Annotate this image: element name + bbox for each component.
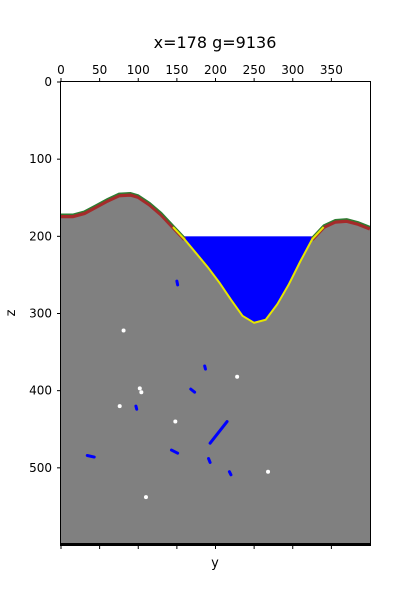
water-pocket-0 — [175, 279, 180, 287]
x-tick-label: 150 — [165, 63, 188, 77]
water-pocket-7 — [207, 457, 212, 464]
water-pocket-3 — [134, 404, 139, 411]
bedrock-layer — [61, 543, 370, 545]
terrain-rock — [61, 194, 370, 545]
water-pocket-1 — [203, 364, 207, 371]
y-tick-label: 300 — [29, 307, 52, 321]
x-tick-label: 100 — [127, 63, 150, 77]
cave-hole-2 — [139, 390, 144, 395]
water-pocket-4 — [169, 448, 180, 455]
soil-layer-0 — [61, 192, 187, 241]
cave-hole-1 — [137, 386, 142, 391]
y-axis: 0 100 200 300 400 500 — [29, 75, 61, 475]
grass-layer-1 — [311, 218, 371, 238]
x-tick-label: 200 — [204, 63, 227, 77]
water-pocket-6 — [208, 420, 229, 445]
cave-hole-5 — [235, 374, 240, 379]
grass-layer-0 — [61, 191, 186, 238]
x-tick-label: 0 — [57, 63, 65, 77]
x-tick-label: 350 — [320, 63, 343, 77]
y-tick-label: 100 — [29, 152, 52, 166]
cave-hole-7 — [143, 495, 148, 500]
plot-area — [61, 191, 371, 546]
x-tick-label: 250 — [243, 63, 266, 77]
sand-layer-0 — [172, 226, 325, 324]
x-tick-label: 50 — [92, 63, 107, 77]
cave-hole-4 — [173, 419, 178, 424]
water-pocket-2 — [189, 387, 197, 394]
x-axis-label: y — [211, 556, 219, 571]
y-tick-label: 500 — [29, 461, 52, 475]
cave-hole-6 — [266, 469, 271, 474]
chart-title: x=178 g=9136 — [154, 33, 277, 52]
x-axis: 0 50 100 150 200 250 300 350 — [57, 63, 343, 549]
y-tick-label: 200 — [29, 229, 52, 243]
y-axis-label: z — [4, 309, 19, 316]
y-tick-label: 0 — [44, 75, 52, 89]
cave-hole-0 — [121, 328, 126, 333]
water-pocket-8 — [227, 470, 233, 477]
water-pocket-5 — [85, 453, 96, 459]
cave-hole-3 — [117, 404, 122, 409]
x-tick-label: 300 — [281, 63, 304, 77]
y-tick-label: 400 — [29, 384, 52, 398]
